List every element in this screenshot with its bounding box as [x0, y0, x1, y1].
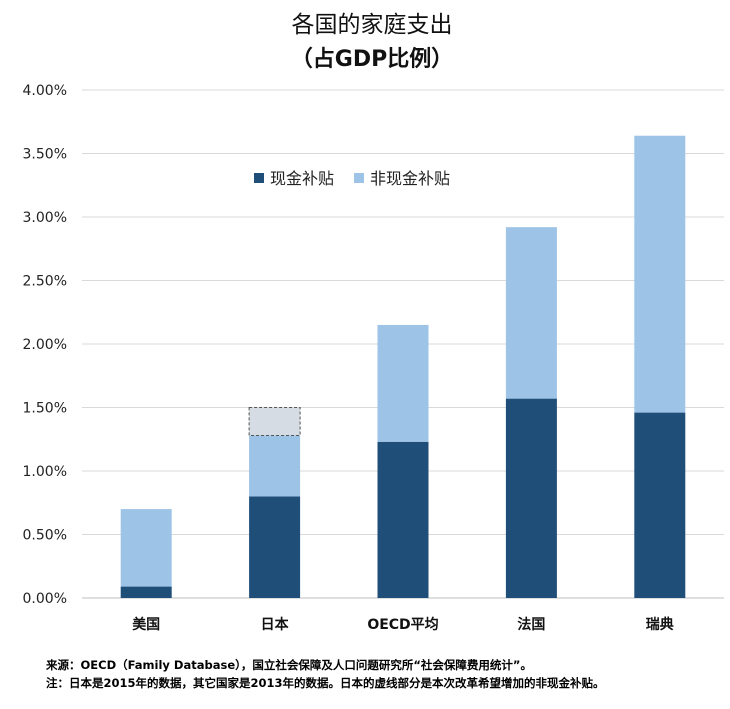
- chart-title: 各国的家庭支出: [292, 12, 453, 38]
- source-note: 来源：OECD（Family Database），国立社会保障及人口问题研究所“…: [46, 658, 532, 672]
- legend-label: 现金补贴: [270, 169, 334, 188]
- y-tick-label: 4.00%: [23, 83, 67, 99]
- footnote: 注：日本是2015年的数据，其它国家是2013年的数据。日本的虚线部分是本次改革…: [46, 676, 605, 690]
- bar-noncash: [634, 135, 686, 413]
- legend-swatch: [354, 173, 365, 183]
- legend-swatch: [254, 173, 264, 183]
- bar-proposed-increment: [248, 407, 301, 436]
- bar-noncash: [120, 509, 172, 587]
- bar-noncash: [505, 227, 557, 399]
- bar-cash: [120, 586, 172, 598]
- x-tick-label: 法国: [517, 616, 545, 633]
- y-tick-label: 3.50%: [23, 147, 67, 163]
- bar-noncash: [249, 435, 301, 497]
- y-tick-label: 1.50%: [23, 401, 67, 417]
- bar-cash: [505, 398, 557, 598]
- x-tick-label: OECD平均: [367, 616, 438, 633]
- bars: [120, 135, 686, 598]
- y-tick-label: 1.00%: [23, 464, 67, 480]
- bar-noncash: [377, 324, 429, 442]
- bar-cash: [634, 412, 686, 598]
- y-tick-label: 3.00%: [23, 210, 67, 226]
- bar-cash: [249, 496, 301, 598]
- x-axis: 美国 日本 OECD平均 法国 瑞典: [132, 616, 674, 633]
- footnotes: 来源：OECD（Family Database），国立社会保障及人口问题研究所“…: [46, 656, 726, 692]
- y-tick-label: 2.50%: [23, 274, 67, 290]
- legend: 现金补贴 非现金补贴: [254, 169, 450, 188]
- y-tick-label: 0.00%: [23, 591, 67, 607]
- bar-cash: [377, 441, 429, 598]
- legend-label: 非现金补贴: [370, 169, 450, 188]
- x-tick-label: 日本: [261, 616, 290, 633]
- stacked-bar-chart: 各国的家庭支出 （占GDP比例） 0.00% 0.50% 1.00% 1.50% 2.0…: [23, 12, 724, 633]
- chart-subtitle: （占GDP比例）: [291, 47, 453, 72]
- x-tick-label: 美国: [132, 616, 160, 633]
- y-axis: 0.00% 0.50% 1.00% 1.50% 2.00% 2.50% 3.00% 3.50%…: [23, 83, 67, 607]
- y-tick-label: 2.00%: [23, 337, 67, 353]
- y-tick-label: 0.50%: [23, 528, 67, 544]
- x-tick-label: 瑞典: [646, 616, 674, 633]
